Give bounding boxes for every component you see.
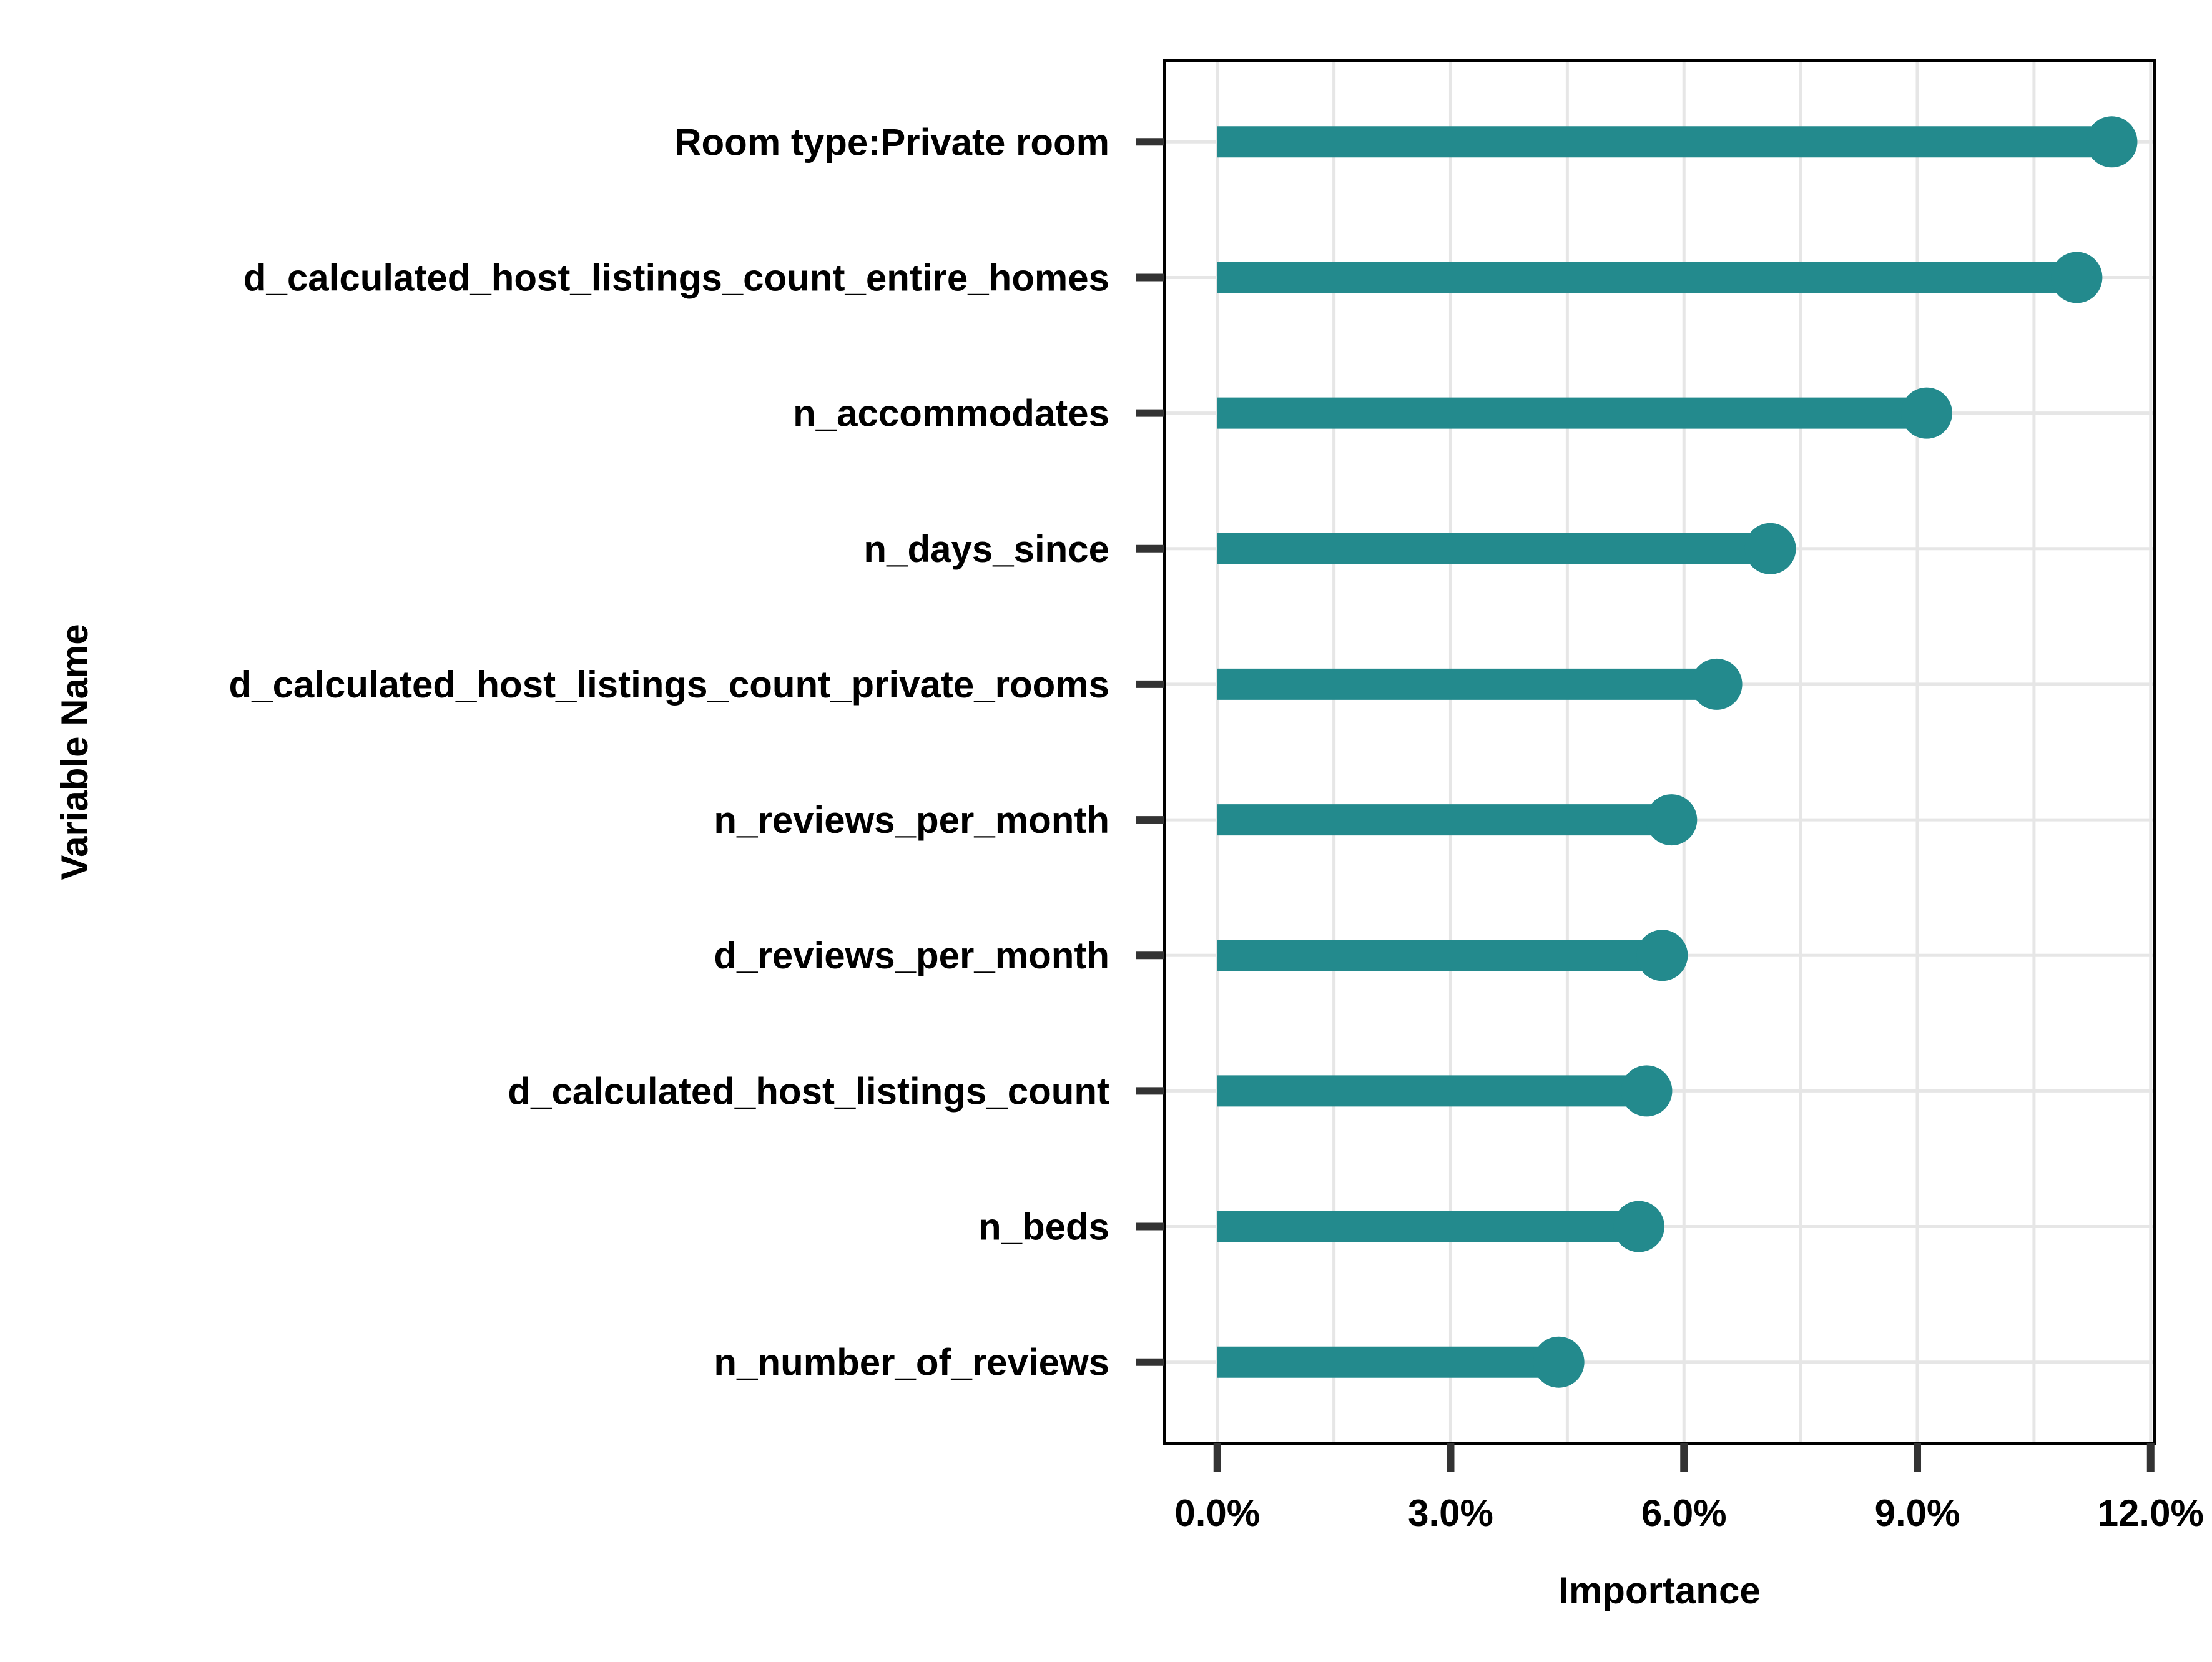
- y-tick-label: d_calculated_host_listings_count_entire_…: [243, 257, 1109, 298]
- x-tick-label: 6.0%: [1641, 1492, 1727, 1534]
- data-series: [1217, 116, 2138, 1388]
- y-tick-label: n_number_of_reviews: [714, 1342, 1109, 1384]
- y-tick-label: n_reviews_per_month: [714, 799, 1109, 841]
- x-tick-label: 0.0%: [1174, 1492, 1260, 1534]
- y-tick-label: d_calculated_host_listings_count: [508, 1070, 1109, 1112]
- y-tick-label: Room type:Private room: [674, 121, 1109, 163]
- lollipop-point: [1691, 658, 1743, 710]
- x-axis-title: Importance: [1558, 1570, 1760, 1611]
- x-tick-label: 12.0%: [2098, 1492, 2204, 1534]
- lollipop-point: [1646, 794, 1698, 846]
- y-tick-label: d_reviews_per_month: [714, 935, 1109, 976]
- x-tick-label: 9.0%: [1875, 1492, 1960, 1534]
- lollipop-point: [2086, 116, 2138, 168]
- axes: Room type:Private room d_calculated_host_…: [229, 121, 2204, 1534]
- y-tick-label: n_accommodates: [793, 393, 1109, 435]
- lollipop-point: [1613, 1201, 1664, 1252]
- y-tick-label: n_beds: [978, 1206, 1109, 1248]
- lollipop-point: [1636, 930, 1688, 981]
- x-tick-label: 3.0%: [1408, 1492, 1493, 1534]
- y-tick-label: d_calculated_host_listings_count_private…: [229, 664, 1109, 706]
- lollipop-point: [2051, 252, 2103, 303]
- lollipop-point: [1533, 1336, 1585, 1388]
- plot-frame: [1163, 59, 2156, 1445]
- lollipop-point: [1744, 523, 1796, 574]
- y-tick-label: n_days_since: [863, 528, 1109, 570]
- y-axis-title: Variable Name: [54, 624, 96, 880]
- lollipop-point: [1900, 387, 1952, 439]
- lollipop-point: [1621, 1065, 1673, 1117]
